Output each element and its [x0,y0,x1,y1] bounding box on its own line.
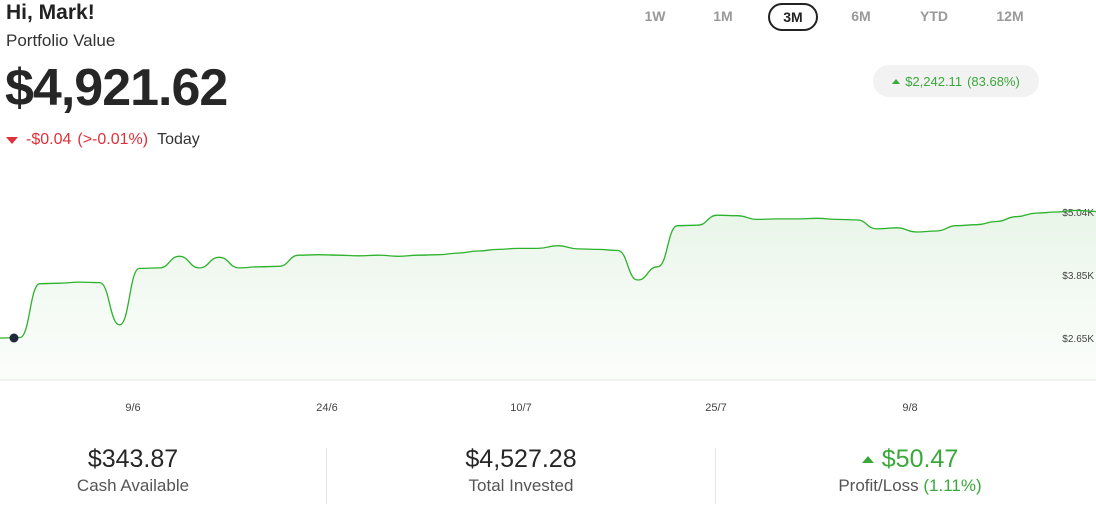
x-tick-label: 25/7 [705,402,726,414]
divider [326,448,327,504]
profit-pct: (1.11%) [923,476,982,495]
stats-row: $343.87 Cash Available $4,527.28 Total I… [0,445,1096,505]
portfolio-label: Portfolio Value [6,31,116,50]
arrow-up-icon [861,456,874,463]
y-tick-label: $3.85K [1062,271,1094,282]
today-change-pct: (>-0.01%) [77,131,149,148]
period-gain-amount: $2,242.11 [905,73,963,89]
tab-1w[interactable]: 1W [644,8,666,24]
arrow-up-icon [892,78,901,84]
tab-3m[interactable]: 3M [768,3,818,31]
invested-label: Total Invested [468,476,574,495]
chart-area-fill [0,210,1096,380]
tab-ytd[interactable]: YTD [920,8,948,24]
y-tick-label: $5.04K [1062,208,1094,219]
greeting: Hi, Mark! [6,1,95,24]
tab-6m[interactable]: 6M [851,8,871,24]
cash-available: $343.87 Cash Available [33,445,233,496]
x-tick-label: 9/6 [125,402,140,414]
x-tick-label: 9/8 [902,402,917,414]
x-tick-label: 24/6 [316,402,337,414]
cash-value: $343.87 [87,445,179,473]
x-tick-label: 10/7 [510,402,531,414]
today-change-amount: -$0.04 [26,131,72,148]
y-tick-label: $2.65K [1062,334,1094,345]
period-tabs: 1W 1M 3M 6M YTD 12M [620,3,1060,31]
chart-start-marker[interactable] [9,333,19,343]
period-gain-badge: $2,242.11 (83.68%) [873,65,1039,97]
today-label: Today [157,131,200,148]
tab-1m[interactable]: 1M [713,8,733,24]
profit-value: $50.47 [881,445,959,473]
invested-value: $4,527.28 [465,445,577,473]
today-change: -$0.04 (>-0.01%) Today [6,131,200,149]
portfolio-value: $4,921.62 [5,59,228,117]
divider [715,448,716,504]
portfolio-chart[interactable]: $5.04K $3.85K $2.65K 9/6 24/6 10/7 25/7 9/8 [0,180,1096,430]
total-invested: $4,527.28 Total Invested [421,445,621,496]
chart-series-line [0,209,1096,339]
cash-label: Cash Available [76,476,190,495]
profit-label: Profit/Loss [838,476,919,495]
profit-loss: $50.47 Profit/Loss (1.11%) [810,445,1010,496]
period-gain-pct: (83.68%) [967,73,1020,89]
tab-12m[interactable]: 12M [996,8,1024,24]
arrow-down-icon [6,136,18,144]
